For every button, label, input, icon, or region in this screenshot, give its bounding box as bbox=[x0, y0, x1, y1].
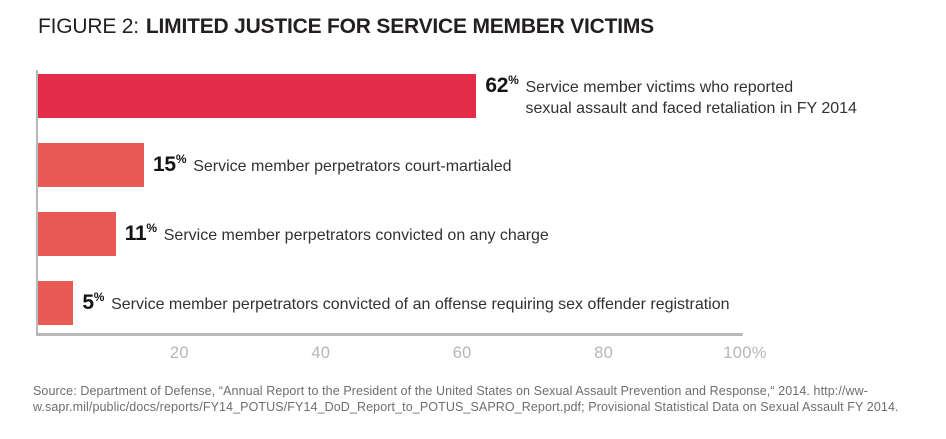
bar-chart-plot: 62% Service member victims who reported se… bbox=[36, 70, 857, 362]
percent-sign: % bbox=[508, 72, 519, 87]
bar-label: 5% Service member perpetrators convicted … bbox=[82, 291, 729, 315]
percent-sign: % bbox=[146, 221, 157, 235]
x-tick-label: 80 bbox=[594, 344, 614, 362]
x-tick-label: 60 bbox=[452, 344, 472, 362]
bar bbox=[38, 74, 477, 118]
bar-value: 15% bbox=[153, 152, 187, 176]
bar bbox=[38, 212, 116, 256]
bar-row: 11% Service member perpetrators convicted… bbox=[38, 212, 943, 256]
bar-label: 62% Service member victims who reported se… bbox=[485, 74, 857, 119]
bar-row: 62% Service member victims who reported se… bbox=[38, 74, 943, 118]
percent-sign: % bbox=[175, 152, 187, 166]
bar-value: 62% bbox=[485, 72, 519, 97]
chart-title-prefix: FIGURE 2: bbox=[38, 15, 139, 38]
source-note: Source: Department of Defense, “Annual R… bbox=[33, 383, 941, 415]
bar-label: 11% Service member perpetrators convicted… bbox=[125, 222, 549, 246]
bar bbox=[38, 281, 74, 325]
chart-title: FIGURE 2: LIMITED JUSTICE FOR SERVICE MEM… bbox=[38, 14, 654, 40]
percent-sign: % bbox=[93, 290, 105, 304]
source-line-1: Source: Department of Defense, “Annual R… bbox=[33, 384, 869, 398]
bar-row: 5% Service member perpetrators convicted … bbox=[38, 281, 943, 325]
bar-description: Service member perpetrators court-martia… bbox=[193, 158, 512, 175]
bar bbox=[38, 143, 145, 187]
chart-title-main: LIMITED JUSTICE FOR SERVICE MEMBER VICTI… bbox=[145, 15, 654, 38]
bar-label: 15% Service member perpetrators court-mar… bbox=[153, 153, 511, 177]
x-axis-line bbox=[36, 333, 743, 336]
bar-description: Service member perpetrators convicted on… bbox=[163, 227, 549, 244]
source-line-2: w.sapr.mil/public/docs/reports/FY14_POTU… bbox=[33, 400, 899, 414]
bar-value: 5% bbox=[82, 290, 105, 314]
bar-description: Service member victims who reported sexua… bbox=[525, 78, 857, 117]
x-tick-label: 40 bbox=[311, 344, 331, 362]
x-tick-label: 20 bbox=[169, 344, 189, 362]
y-axis-line bbox=[36, 70, 38, 336]
bar-description: Service member perpetrators convicted of… bbox=[111, 296, 730, 313]
bar-row: 15% Service member perpetrators court-mar… bbox=[38, 143, 943, 187]
bar-value: 11% bbox=[124, 221, 157, 245]
x-tick-label: 100% bbox=[723, 344, 767, 362]
